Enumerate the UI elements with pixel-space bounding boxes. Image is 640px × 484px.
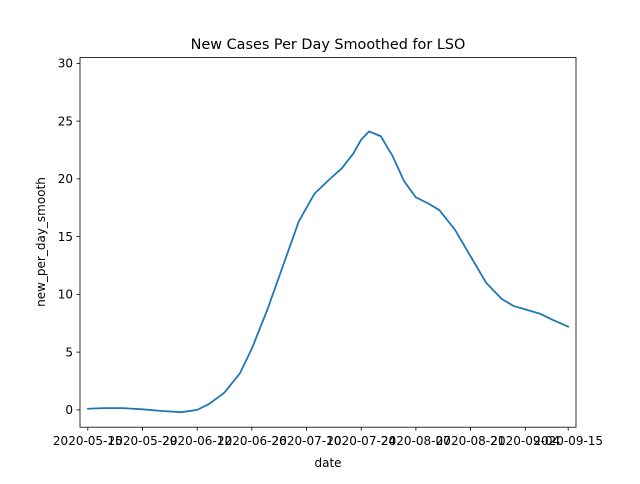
axes-frame	[79, 57, 577, 428]
x-tick-label: 2020-06-26	[217, 434, 287, 448]
y-tick-label: 30	[58, 57, 73, 71]
y-tick-label: 5	[65, 345, 73, 359]
y-tick-label: 10	[58, 288, 73, 302]
x-tick-label: 2020-07-24	[326, 434, 396, 448]
series-line	[86, 130, 570, 414]
x-tick-label: 2020-07-10	[272, 434, 342, 448]
y-tick-label: 0	[65, 403, 73, 417]
x-tick-label: 2020-08-07	[381, 434, 451, 448]
x-tick-label: 2020-05-15	[53, 434, 123, 448]
plot-area	[79, 57, 577, 428]
x-tick-label: 2020-05-29	[108, 434, 178, 448]
x-tick-label: 2020-09-04	[490, 434, 560, 448]
x-axis: 2020-05-152020-05-292020-06-122020-06-26…	[53, 427, 603, 448]
y-tick-label: 20	[58, 172, 73, 186]
x-tick-label: 2020-09-15	[533, 434, 603, 448]
x-tick-label: 2020-08-21	[436, 434, 506, 448]
y-tick-label: 25	[58, 114, 73, 128]
y-axis: 0 5 10 15 20 25 30	[58, 57, 80, 417]
x-axis-label: date	[314, 456, 341, 470]
y-tick-label: 15	[58, 230, 73, 244]
x-tick-label: 2020-06-12	[162, 434, 232, 448]
y-axis-label: new_per_day_smooth	[34, 177, 48, 307]
chart-title: New Cases Per Day Smoothed for LSO	[191, 37, 466, 53]
